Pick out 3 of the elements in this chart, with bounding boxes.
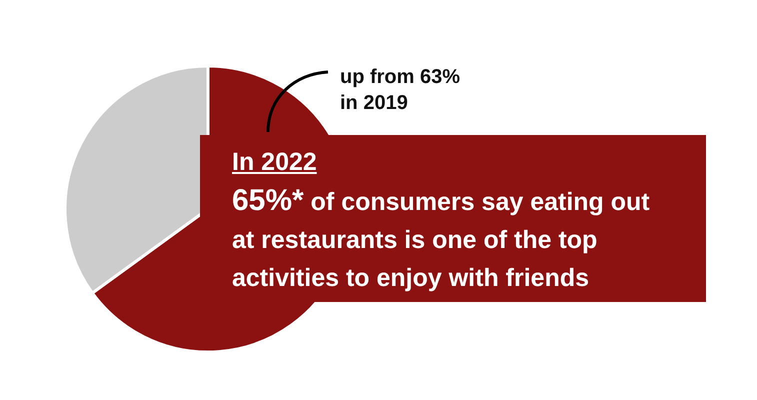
text: In 2022 bbox=[232, 148, 317, 177]
text: 65%* of consumers say eating out at restaurants is one of the top activities to enjoy with friends bbox=[232, 183, 651, 294]
text: up from 63% in 2019 bbox=[340, 65, 462, 116]
